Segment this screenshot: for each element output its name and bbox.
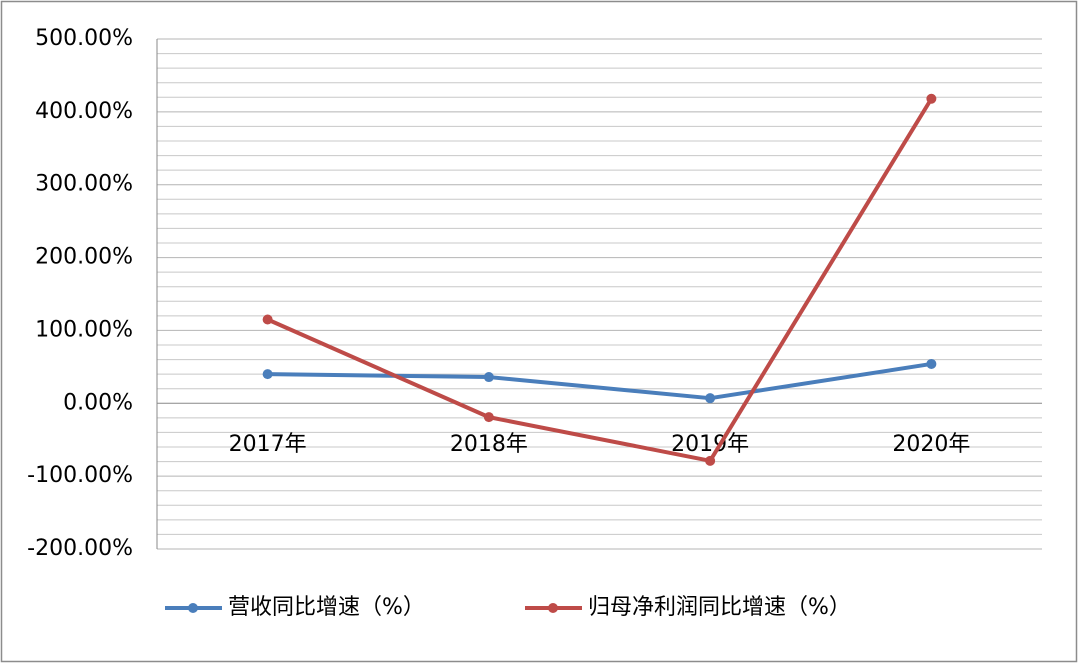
series-line xyxy=(266,97,934,463)
data-point xyxy=(483,412,494,423)
y-tick-label: 500.00% xyxy=(35,26,133,51)
x-tick-label: 2019年 xyxy=(671,432,749,457)
data-point xyxy=(262,369,273,380)
x-tick-label: 2020年 xyxy=(892,432,970,457)
y-tick-label: -100.00% xyxy=(27,463,133,488)
data-point xyxy=(262,314,273,325)
y-tick-label: 400.00% xyxy=(35,99,133,124)
y-tick-label: 200.00% xyxy=(35,245,133,270)
x-tick-label: 2017年 xyxy=(229,432,307,457)
data-point xyxy=(705,455,716,466)
y-tick-label: -200.00% xyxy=(27,536,133,561)
y-tick-label: 0.00% xyxy=(63,390,133,415)
legend-label: 营收同比增速（%） xyxy=(228,595,425,620)
x-tick-label: 2018年 xyxy=(450,432,528,457)
series-line xyxy=(267,361,932,401)
data-point xyxy=(705,393,716,404)
data-point xyxy=(483,372,494,383)
legend-marker xyxy=(188,603,198,613)
y-tick-label: 300.00% xyxy=(35,172,133,197)
legend-marker xyxy=(548,603,558,613)
data-point xyxy=(926,93,937,104)
legend-label: 归母净利润同比增速（%） xyxy=(588,595,851,620)
data-point xyxy=(926,358,937,369)
y-tick-label: 100.00% xyxy=(35,317,133,342)
